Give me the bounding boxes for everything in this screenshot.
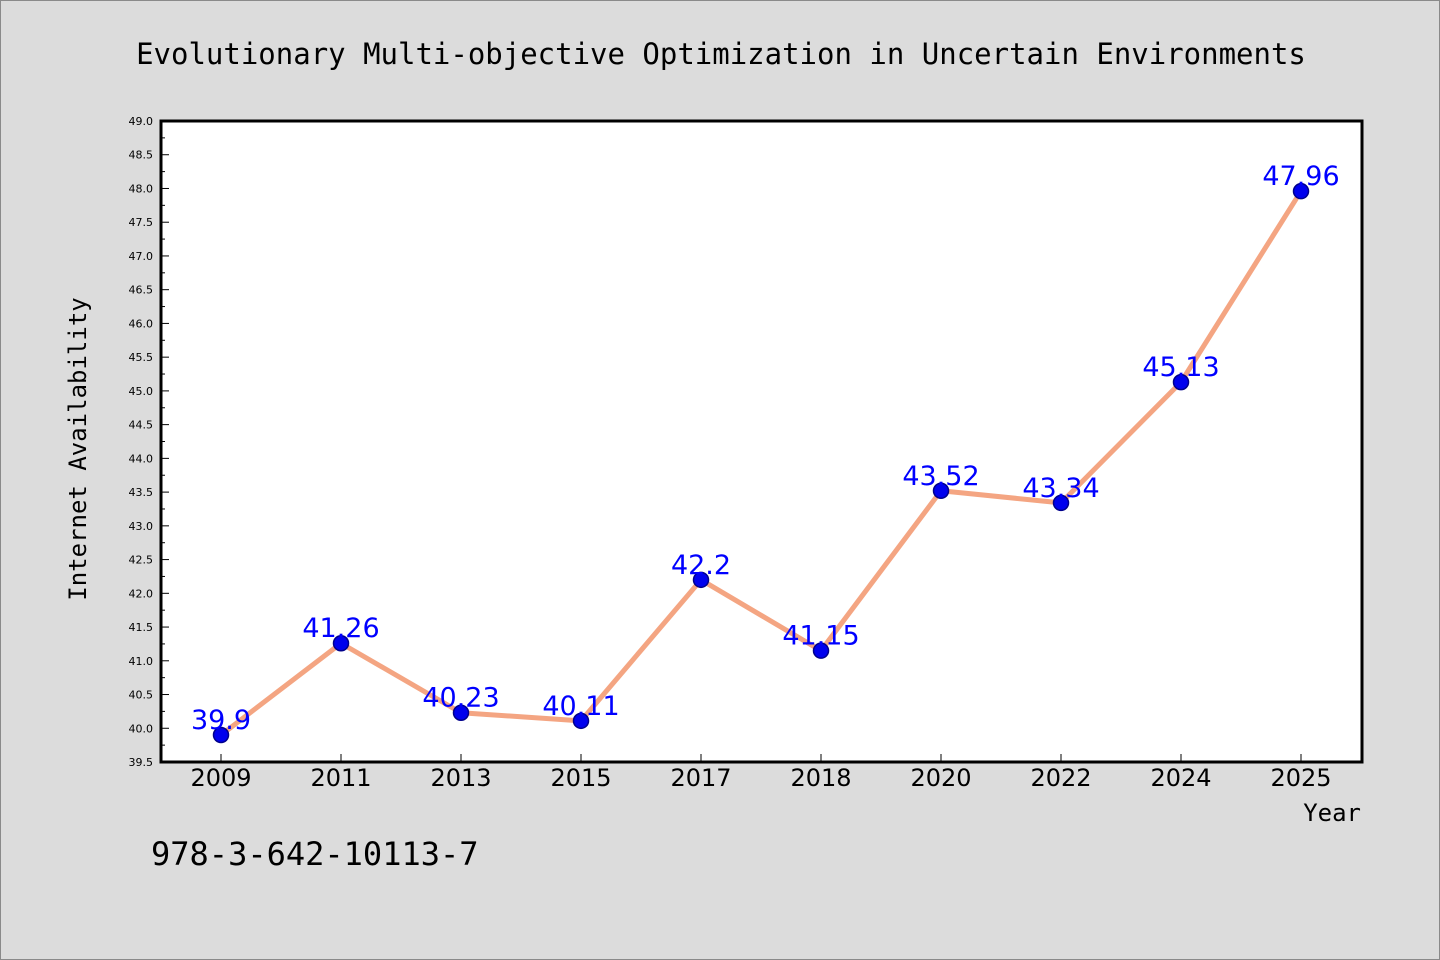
x-tick-label: 2025 (1270, 764, 1331, 792)
y-tick-label: 40.5 (129, 689, 154, 702)
y-tick-label: 48.5 (129, 149, 154, 162)
data-label: 39.9 (191, 705, 251, 736)
data-point (212, 726, 230, 744)
data-label: 41.15 (782, 621, 859, 652)
x-tick-label: 2015 (550, 764, 611, 792)
data-label: 45.13 (1142, 352, 1219, 383)
data-point (812, 642, 830, 659)
x-tick-label: 2022 (1030, 764, 1091, 792)
y-tick-label: 47.0 (129, 250, 154, 263)
y-tick-label: 46.0 (129, 317, 154, 330)
data-point (1292, 182, 1310, 200)
x-tick-label: 2017 (670, 764, 731, 792)
y-tick-label: 41.5 (129, 621, 154, 634)
data-label: 47.96 (1262, 161, 1339, 192)
y-axis-ticks: 39.5 40.0 40.5 41.0 41.5 42.0 42.5 43.0 43.5 44.0… (129, 115, 169, 769)
y-tick-label: 43.0 (129, 520, 154, 533)
data-point (692, 571, 710, 589)
data-labels: 39.9 41.26 40.23 40.11 42.2 41.15 43.52 43.34 45… (191, 161, 1340, 736)
y-tick-label: 39.5 (129, 756, 154, 769)
y-tick-label: 43.5 (129, 486, 154, 499)
data-point (1172, 373, 1190, 391)
y-tick-label: 46.5 (129, 284, 154, 297)
data-point (452, 704, 470, 721)
footer-text: 978-3-642-10113-7 (151, 835, 479, 873)
x-tick-label: 2018 (790, 764, 851, 792)
data-label: 40.11 (542, 691, 619, 722)
chart-title: Evolutionary Multi-objective Optimizatio… (136, 37, 1306, 71)
x-axis-label: Year (1303, 799, 1361, 827)
data-point (572, 712, 590, 730)
data-point (1052, 494, 1070, 512)
series-line (218, 188, 1304, 738)
data-label: 43.34 (1022, 473, 1099, 504)
x-tick-label: 2011 (310, 764, 371, 792)
y-tick-label: 47.5 (129, 216, 154, 229)
y-axis-label: Internet Availability (64, 297, 92, 600)
y-tick-label: 42.5 (129, 554, 154, 567)
y-tick-label: 44.5 (129, 419, 154, 432)
y-tick-label: 40.0 (129, 722, 154, 735)
data-label: 43.52 (902, 461, 979, 492)
y-tick-label: 49.0 (129, 115, 154, 128)
x-axis-ticks: 2009 2011 2013 2015 2017 2018 2020 2022 2024 2025 (190, 754, 1332, 792)
data-point (332, 634, 350, 652)
x-tick-label: 2024 (1150, 764, 1211, 792)
data-point (932, 482, 950, 500)
x-tick-label: 2013 (430, 764, 491, 792)
y-tick-label: 42.0 (129, 587, 154, 600)
y-tick-label: 44.0 (129, 452, 154, 465)
x-tick-label: 2009 (190, 764, 251, 792)
y-tick-label: 45.5 (129, 351, 154, 364)
data-label: 40.23 (422, 683, 499, 714)
y-tick-label: 41.0 (129, 655, 154, 668)
x-tick-label: 2020 (910, 764, 971, 792)
data-label: 42.2 (671, 550, 731, 581)
data-markers (212, 182, 1310, 744)
data-label: 41.26 (302, 613, 379, 644)
y-tick-label: 48.0 (129, 182, 154, 195)
y-tick-label: 45.0 (129, 385, 154, 398)
plot-area (159, 119, 1364, 764)
